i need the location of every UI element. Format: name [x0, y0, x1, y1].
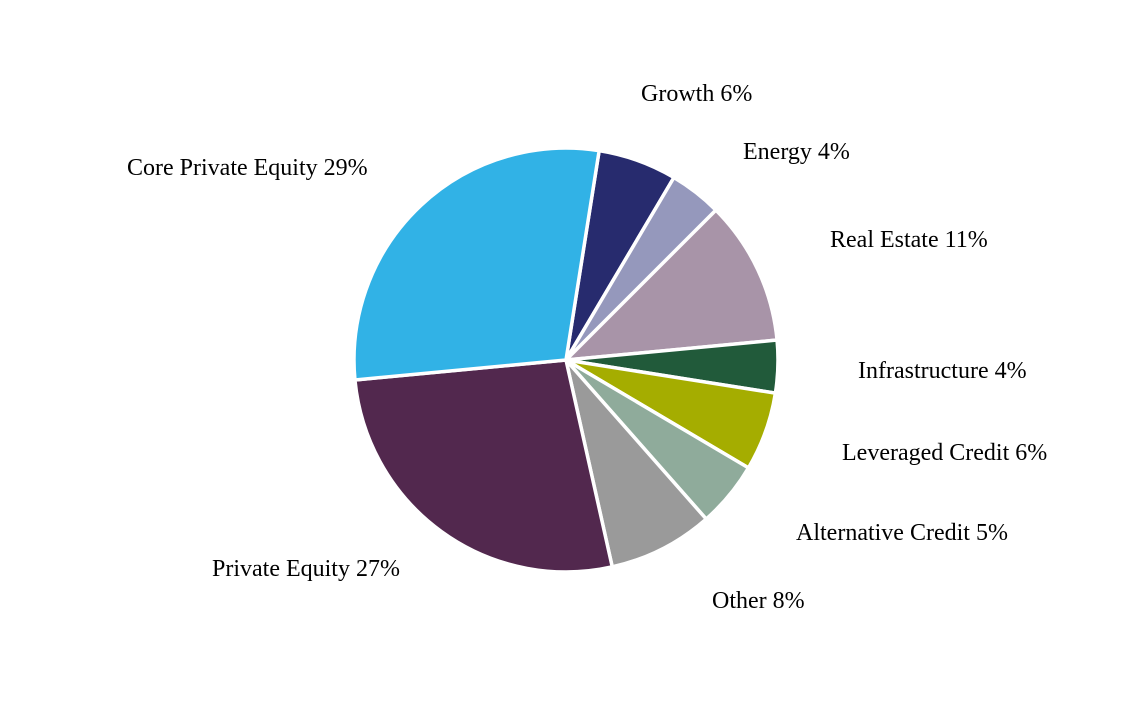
- pie-slice-real-estate: [564, 208, 779, 362]
- slice-label-real-estate: Real Estate 11%: [830, 227, 988, 253]
- slice-label-core-private-equity: Core Private Equity 29%: [127, 155, 368, 181]
- slice-label-infrastructure: Infrastructure 4%: [858, 358, 1027, 384]
- slice-label-growth: Growth 6%: [641, 81, 752, 107]
- pie-labels: Growth 6% Energy 4% Real Estate 11% Infr…: [127, 81, 1047, 614]
- pie-slices: [352, 146, 780, 574]
- pie-slice-private-equity: [353, 358, 614, 574]
- pie-slice-core-private-equity: [352, 146, 601, 382]
- slice-label-private-equity: Private Equity 27%: [212, 556, 400, 582]
- slice-label-alternative-credit: Alternative Credit 5%: [796, 520, 1008, 546]
- slice-label-leveraged-credit: Leveraged Credit 6%: [842, 440, 1047, 466]
- slice-label-energy: Energy 4%: [743, 139, 850, 165]
- slice-label-other: Other 8%: [712, 588, 805, 614]
